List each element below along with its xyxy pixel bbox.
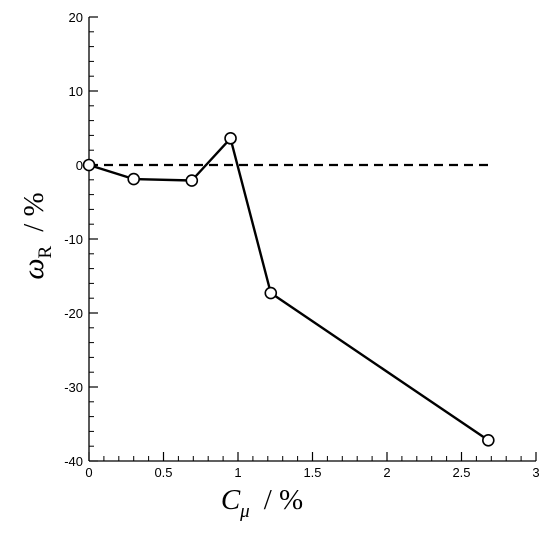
- x-axis-unit: / %: [264, 484, 303, 516]
- axis-ticks: 0 0.5 1 1.5 2 2.5 3 20 10 0 -10 -20 -30 -40: [64, 10, 539, 480]
- x-tick-label: 2: [383, 465, 390, 480]
- y-axis-title: ωR / %: [17, 192, 56, 279]
- y-tick-label: -40: [64, 454, 83, 469]
- data-series: [82, 132, 495, 447]
- data-point-marker: [82, 158, 96, 172]
- x-tick-label: 1.5: [303, 465, 321, 480]
- data-point-marker: [224, 132, 237, 145]
- x-tick-label: 1: [234, 465, 241, 480]
- y-axis-symbol: ω: [17, 258, 50, 279]
- y-tick-label: 20: [69, 10, 83, 25]
- y-axis-subscript: R: [35, 245, 56, 258]
- y-tick-label: 0: [76, 158, 83, 173]
- x-tick-label: 0.5: [154, 465, 172, 480]
- data-point-marker: [127, 172, 140, 186]
- y-tick-label: 10: [69, 84, 83, 99]
- x-axis-symbol: C: [221, 484, 241, 516]
- y-tick-label: -10: [64, 232, 83, 247]
- y-axis-unit: / %: [18, 192, 50, 231]
- x-tick-label: 2.5: [452, 465, 470, 480]
- data-point-marker: [264, 286, 278, 300]
- data-point-marker: [482, 433, 495, 447]
- series-line: [88, 137, 489, 442]
- x-axis-subscript: μ: [239, 501, 250, 522]
- plot-axes: [88, 17, 536, 462]
- x-tick-label: 3: [532, 465, 539, 480]
- y-tick-label: -30: [64, 380, 83, 395]
- x-axis-title: Cμ / %: [221, 484, 303, 522]
- data-point-marker: [185, 174, 199, 187]
- x-tick-label: 0: [85, 465, 92, 480]
- y-tick-label: -20: [64, 306, 83, 321]
